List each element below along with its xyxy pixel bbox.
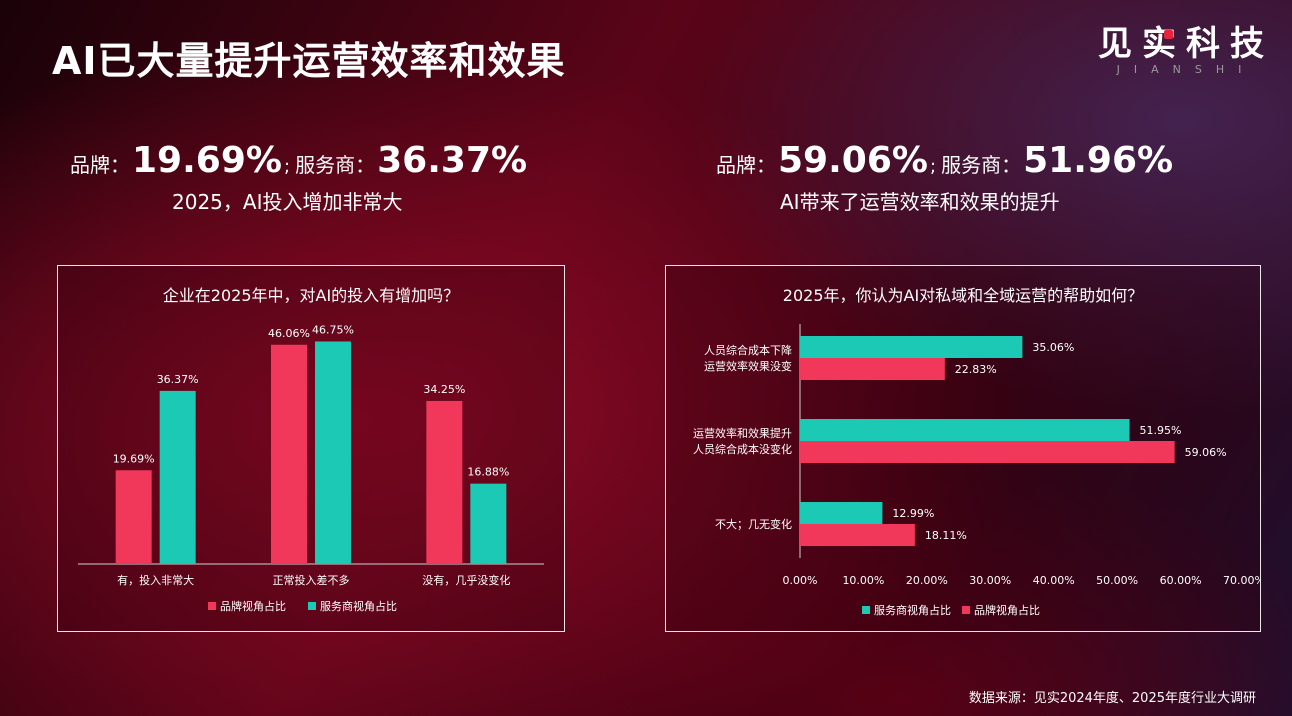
x-tick-label: 正常投入差不多 bbox=[273, 573, 350, 587]
bar bbox=[159, 390, 196, 564]
data-label: 51.95% bbox=[1140, 424, 1182, 437]
legend-swatch bbox=[962, 606, 970, 614]
legend-swatch bbox=[208, 602, 216, 610]
kpi-right: 品牌：59.06%; 服务商：51.96% bbox=[716, 140, 1175, 181]
x-tick-label: 有，投入非常大 bbox=[117, 573, 194, 587]
x-tick-label: 20.00% bbox=[906, 574, 948, 587]
data-label: 35.06% bbox=[1032, 341, 1074, 354]
y-tick-label: 人员综合成本下降 bbox=[704, 343, 792, 357]
legend-label: 品牌视角占比 bbox=[220, 599, 286, 613]
logo-dot-icon bbox=[1164, 30, 1173, 39]
legend-label: 服务商视角占比 bbox=[320, 599, 397, 613]
data-label: 59.06% bbox=[1185, 446, 1227, 459]
data-label: 12.99% bbox=[892, 507, 934, 520]
kpi-left-subtitle: 2025，AI投入增加非常大 bbox=[172, 190, 403, 214]
chart-panel-right: 2025年，你认为AI对私域和全域运营的帮助如何？ 35.06% 22.83% 人员… bbox=[665, 265, 1261, 632]
legend-label: 品牌视角占比 bbox=[974, 603, 1040, 617]
data-label: 36.37% bbox=[157, 373, 199, 386]
data-label: 22.83% bbox=[955, 363, 997, 376]
legend-swatch bbox=[862, 606, 870, 614]
x-tick-label: 50.00% bbox=[1096, 574, 1138, 587]
y-tick-label: 运营效率和效果提升 bbox=[693, 426, 792, 440]
x-tick-label: 30.00% bbox=[969, 574, 1011, 587]
bar bbox=[800, 441, 1175, 463]
kpi-provider-value: 36.37% bbox=[377, 140, 528, 181]
data-label: 34.25% bbox=[423, 383, 465, 396]
x-tick-label: 10.00% bbox=[842, 574, 884, 587]
x-tick-label: 0.00% bbox=[783, 574, 818, 587]
x-tick-label: 70.00% bbox=[1223, 574, 1260, 587]
legend-label: 服务商视角占比 bbox=[874, 603, 951, 617]
bar bbox=[315, 341, 351, 564]
bar bbox=[470, 483, 507, 564]
x-tick-label: 没有，几乎没变化 bbox=[422, 573, 510, 587]
kpi-left: 品牌：19.69%; 服务商：36.37% bbox=[70, 140, 529, 181]
bar bbox=[800, 336, 1023, 358]
data-source-note: 数据来源：见实2024年度、2025年度行业大调研 bbox=[968, 691, 1256, 706]
bar-chart-left: 19.69% 36.37% 有，投入非常大 46.06% 46.75% 正常投入差不多 34… bbox=[78, 323, 544, 613]
data-label: 46.06% bbox=[268, 327, 310, 340]
data-label: 19.69% bbox=[113, 452, 155, 465]
bar bbox=[800, 502, 883, 524]
chart-title: 2025年，你认为AI对私域和全域运营的帮助如何？ bbox=[782, 286, 1144, 305]
kpi-separator: ; bbox=[929, 156, 937, 177]
kpi-brand-value: 19.69% bbox=[132, 140, 282, 181]
kpi-provider-label: 服务商： bbox=[295, 153, 376, 177]
x-tick-label: 40.00% bbox=[1033, 574, 1075, 587]
kpi-provider-label: 服务商： bbox=[941, 153, 1022, 177]
bar bbox=[800, 419, 1130, 441]
y-tick-label: 人员综合成本没变化 bbox=[693, 442, 792, 456]
data-label: 46.75% bbox=[312, 323, 354, 336]
bar bbox=[800, 358, 945, 380]
bar bbox=[271, 344, 307, 564]
data-label: 18.11% bbox=[925, 529, 967, 542]
bar bbox=[800, 524, 915, 546]
y-tick-label: 运营效率效果没变 bbox=[704, 359, 792, 373]
kpi-brand-label: 品牌： bbox=[70, 153, 130, 177]
x-tick-label: 60.00% bbox=[1160, 574, 1202, 587]
kpi-brand-value: 59.06% bbox=[778, 140, 928, 181]
bar bbox=[426, 400, 463, 564]
kpi-separator: ; bbox=[283, 156, 291, 177]
brand-logo: 见实科技 JIANSHI bbox=[1098, 16, 1274, 76]
kpi-right-subtitle: AI带来了运营效率和效果的提升 bbox=[780, 190, 1060, 214]
logo-text: 见实科技 bbox=[1098, 24, 1274, 64]
y-tick-label: 不大；几无变化 bbox=[715, 517, 792, 531]
kpi-provider-value: 51.96% bbox=[1023, 140, 1174, 181]
chart-panel-left: 企业在2025年中，对AI的投入有增加吗？ 19.69% 36.37% 有，投入非常… bbox=[57, 265, 565, 632]
bar bbox=[115, 470, 152, 564]
kpi-brand-label: 品牌： bbox=[716, 153, 776, 177]
chart-title: 企业在2025年中，对AI的投入有增加吗？ bbox=[162, 286, 460, 305]
data-label: 16.88% bbox=[467, 466, 509, 479]
legend-swatch bbox=[308, 602, 316, 610]
logo-subtext: JIANSHI bbox=[1116, 63, 1256, 76]
page-title: AI已大量提升运营效率和效果 bbox=[52, 39, 566, 83]
